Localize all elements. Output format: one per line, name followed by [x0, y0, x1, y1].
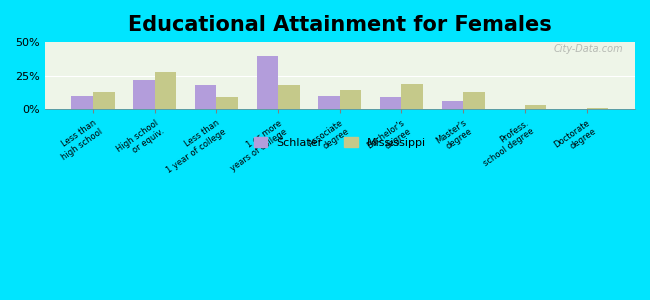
- Text: City-Data.com: City-Data.com: [554, 44, 623, 54]
- Bar: [525, 105, 547, 109]
- Bar: [72, 96, 93, 109]
- Bar: [463, 92, 485, 109]
- Bar: [340, 90, 361, 109]
- Bar: [380, 97, 402, 109]
- Bar: [278, 85, 300, 109]
- Title: Educational Attainment for Females: Educational Attainment for Females: [128, 15, 552, 35]
- Bar: [402, 84, 423, 109]
- Legend: Schlater, Mississippi: Schlater, Mississippi: [250, 132, 430, 152]
- Bar: [441, 101, 463, 109]
- Bar: [93, 92, 114, 109]
- Bar: [133, 80, 155, 109]
- Bar: [318, 96, 340, 109]
- Bar: [257, 56, 278, 109]
- Bar: [586, 108, 608, 109]
- Bar: [195, 85, 216, 109]
- Bar: [216, 97, 238, 109]
- Bar: [155, 72, 176, 109]
